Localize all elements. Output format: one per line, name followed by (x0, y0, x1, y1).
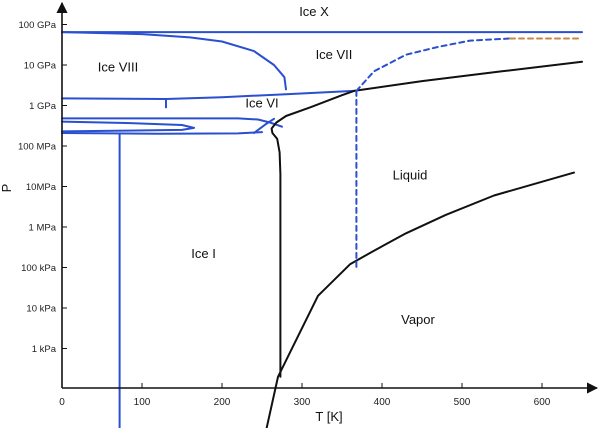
phase-boundary-ice-layer-base (61, 131, 263, 135)
y-tick-label: 10 kPa (26, 304, 56, 315)
region-labels: Ice X Ice VII Ice VIII Ice VI Liquid Ice I Vap… (98, 4, 436, 327)
phase-boundary-ice-vii-liquid (353, 60, 583, 92)
y-tick-label: 1 kPa (32, 344, 57, 355)
phase-boundary-ice-mid-join (253, 117, 275, 134)
y-tick-label: 100 GPa (19, 20, 57, 31)
region-label-ice-vi: Ice VI (245, 95, 278, 110)
region-label-ice-viii: Ice VIII (98, 59, 138, 74)
x-tick-label: 500 (454, 397, 471, 408)
phase-boundary-vapor-curve (265, 171, 575, 428)
region-label-liquid: Liquid (393, 167, 428, 182)
phase-boundary-ice-viii-vi-line (61, 89, 355, 100)
region-label-ice-x: Ice X (299, 4, 329, 19)
y-axis-title: P (0, 184, 14, 193)
y-tick-label: 1 MPa (29, 223, 57, 234)
region-label-vapor: Vapor (401, 312, 435, 327)
phase-boundary-dashed-upper (355, 37, 511, 92)
x-tick-label: 100 (134, 397, 151, 408)
x-tick-label: 600 (534, 397, 551, 408)
x-tick-label: 0 (59, 397, 65, 408)
x-tick-label: 300 (294, 397, 311, 408)
region-label-ice-i: Ice I (191, 246, 216, 261)
x-tick-label: 200 (214, 397, 231, 408)
x-ticks: 0 100 200 300 400 500 600 (59, 383, 551, 408)
y-tick-label: 10MPa (26, 182, 57, 193)
phase-boundary-ice-viii-vii (61, 31, 287, 91)
y-tick-label: 1 GPa (29, 101, 57, 112)
region-label-ice-vii: Ice VII (316, 47, 353, 62)
x-axis-title: T [K] (315, 409, 342, 424)
x-tick-label: 400 (374, 397, 391, 408)
phase-boundary-melting-curve (270, 89, 355, 378)
y-tick-label: 10 GPa (24, 61, 57, 72)
y-tick-label: 100 kPa (21, 263, 57, 274)
y-tick-label: 100 MPa (18, 142, 57, 153)
phase-boundary-ice-loop (61, 120, 195, 133)
y-ticks: 1 kPa 10 kPa 100 kPa 1 MPa 10MPa 100 MPa 1 GPa… (18, 20, 67, 355)
plot-area (61, 31, 583, 428)
